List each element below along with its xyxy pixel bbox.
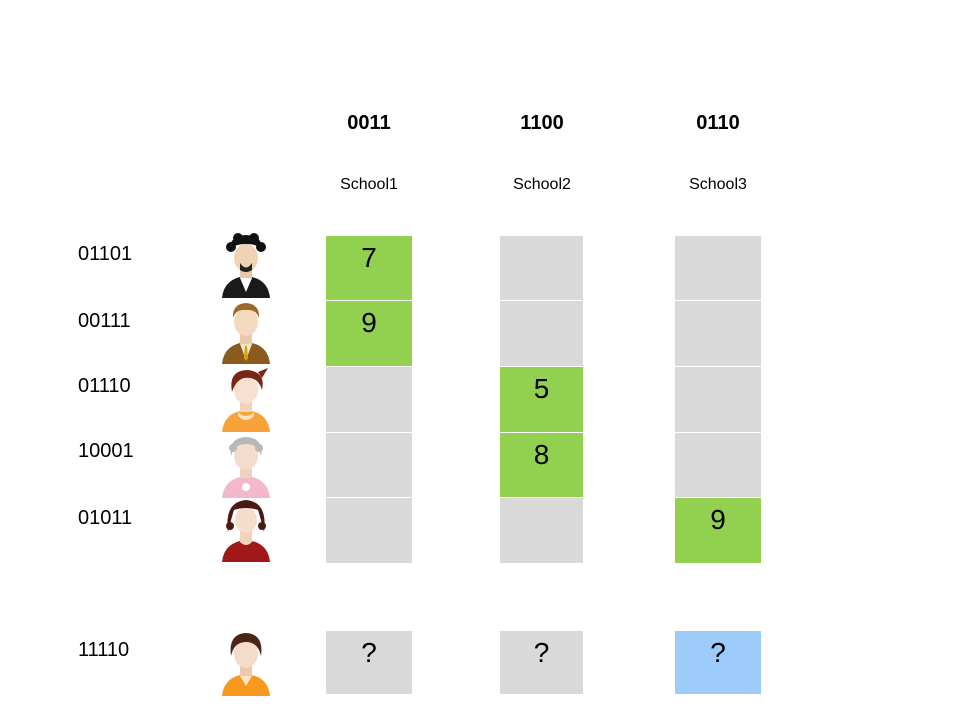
score-cell bbox=[326, 433, 412, 498]
column-name-school2: School2 bbox=[513, 176, 571, 193]
row-code: 01110 bbox=[78, 375, 131, 397]
score-cell bbox=[675, 367, 761, 433]
score-cell: 5 bbox=[500, 367, 583, 433]
row-code: 00111 bbox=[78, 310, 131, 332]
query-cell-school1: ? bbox=[326, 631, 412, 695]
score-cell bbox=[500, 236, 583, 301]
woman-orange-top-icon bbox=[222, 368, 270, 432]
score-cell: 9 bbox=[675, 498, 761, 564]
column-code-school1: 0011 bbox=[347, 112, 391, 134]
column-name-school3: School3 bbox=[689, 176, 747, 193]
query-cell-school2: ? bbox=[500, 631, 583, 695]
score-cell: 9 bbox=[326, 301, 412, 367]
column-code-school3: 0110 bbox=[696, 112, 740, 134]
row-code: 01011 bbox=[78, 507, 133, 529]
query-row-code: 11110 bbox=[78, 639, 130, 661]
row-code: 01101 bbox=[78, 243, 133, 265]
score-cell bbox=[500, 301, 583, 367]
person-orange-shirt-icon bbox=[222, 633, 270, 696]
score-cell bbox=[675, 236, 761, 301]
column-code-school2: 1100 bbox=[520, 112, 564, 134]
column-name-school1: School1 bbox=[340, 176, 398, 193]
score-cell: 7 bbox=[326, 236, 412, 301]
score-cell bbox=[500, 498, 583, 564]
score-cell bbox=[675, 301, 761, 367]
woman-curly-red-icon bbox=[222, 500, 270, 562]
score-cell bbox=[326, 367, 412, 433]
query-cell-school3: ? bbox=[675, 631, 761, 695]
man-afro-suit-icon bbox=[222, 233, 270, 298]
elderly-woman-icon bbox=[222, 437, 270, 498]
score-cell: 8 bbox=[500, 433, 583, 498]
score-cell bbox=[675, 433, 761, 498]
man-brown-suit-icon bbox=[222, 303, 270, 364]
score-cell bbox=[326, 498, 412, 564]
row-code: 10001 bbox=[78, 440, 134, 462]
